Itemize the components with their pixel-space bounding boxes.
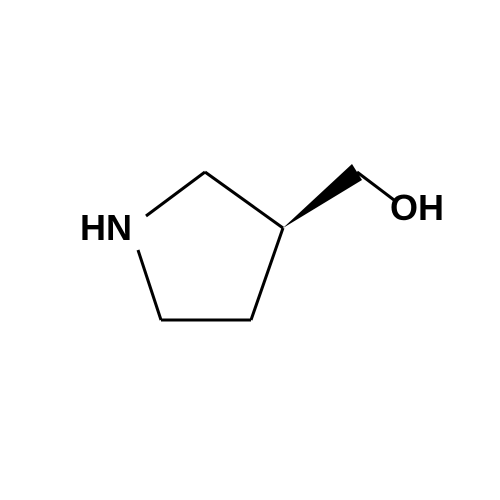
bond-canvas	[0, 0, 500, 500]
bond-ch2-oh	[357, 172, 394, 200]
bond-c5-n	[138, 250, 161, 320]
atom-label-oh: OH	[390, 190, 444, 226]
atom-label-hn: HN	[80, 210, 132, 246]
bond-c3-c4	[251, 228, 283, 320]
bond-n-c2	[146, 172, 205, 216]
molecule-diagram: HN OH	[0, 0, 500, 500]
bond-c2-c3	[205, 172, 283, 228]
wedge-bond	[283, 164, 362, 228]
